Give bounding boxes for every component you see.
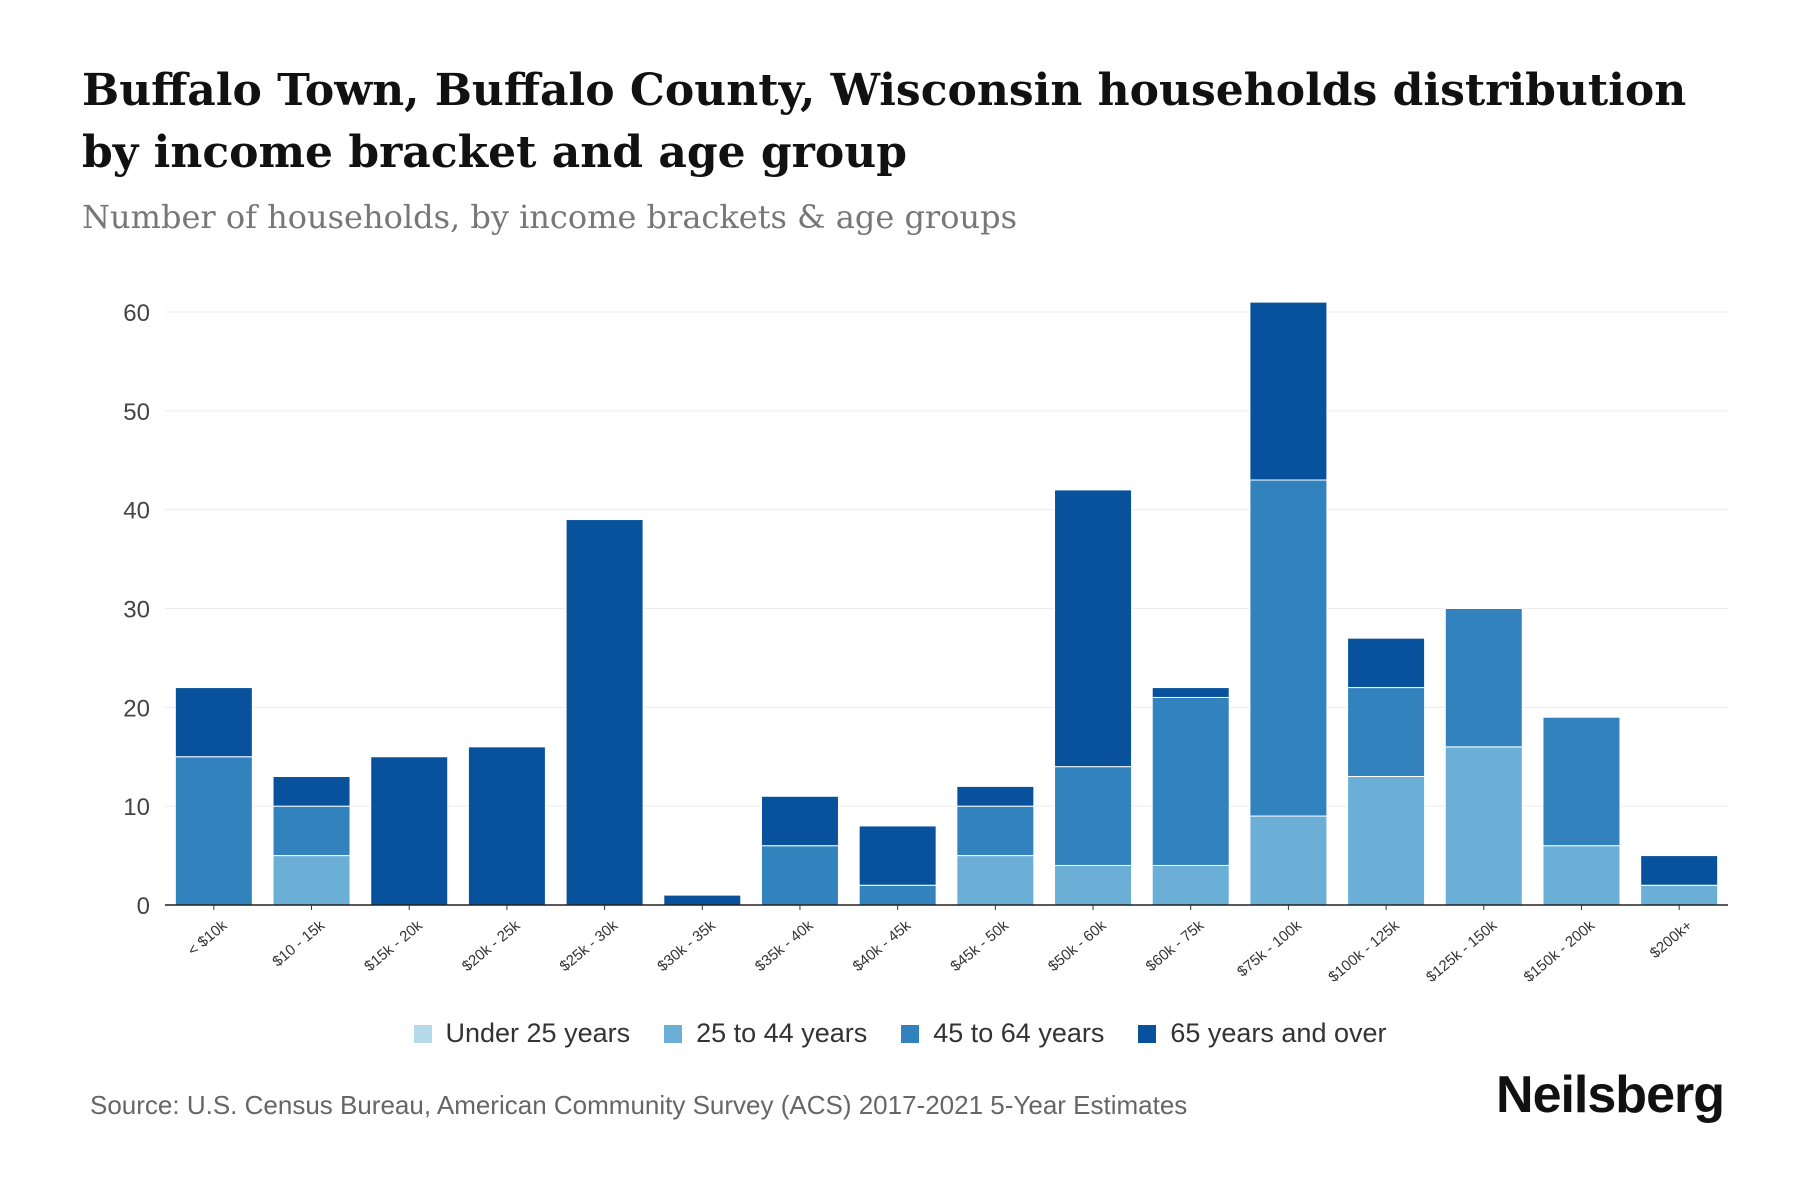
bar-segment: [1151, 687, 1230, 698]
y-tick-label: 20: [123, 695, 150, 722]
bar-segment: [1347, 637, 1426, 689]
bar-segment: [1444, 608, 1523, 748]
x-tick-label: $40k - 45k: [850, 917, 915, 975]
bar-segment: [1347, 687, 1426, 778]
bar-segment: [956, 785, 1035, 807]
x-tick-label: $45k - 50k: [947, 917, 1012, 975]
bar-segment: [272, 805, 351, 857]
bar-segment: [1151, 864, 1230, 906]
legend-swatch: [901, 1024, 920, 1043]
y-tick-label: 0: [137, 893, 150, 920]
bar-segment: [956, 855, 1035, 906]
bar-segment: [663, 894, 742, 906]
bar-segment: [174, 687, 253, 758]
legend-item: 45 to 64 years: [901, 1018, 1104, 1049]
bar-segment: [370, 756, 449, 906]
bar-segment: [467, 746, 546, 906]
bar-segment: [272, 855, 351, 906]
y-tick-label: 60: [123, 300, 150, 327]
x-tick-label: $25k - 30k: [557, 917, 622, 975]
bar-segment: [1151, 696, 1230, 866]
x-tick-label: $200k+: [1647, 917, 1696, 962]
legend-item: 65 years and over: [1138, 1018, 1387, 1049]
bar-segment: [1542, 716, 1621, 847]
legend-swatch: [1138, 1024, 1157, 1043]
x-tick-label: $20k - 25k: [459, 917, 524, 975]
bar-segment: [174, 756, 253, 906]
x-tick-label: $75k - 100k: [1234, 917, 1305, 981]
legend-swatch: [664, 1024, 683, 1043]
x-tick-label: $100k - 125k: [1325, 917, 1403, 986]
x-tick-label: < $10k: [185, 917, 231, 960]
y-tick-label: 40: [123, 498, 150, 525]
bar-segment: [1640, 884, 1719, 906]
x-tick-label: $35k - 40k: [752, 917, 817, 975]
x-tick-label: $150k - 200k: [1521, 917, 1599, 986]
bar-segment: [1542, 845, 1621, 906]
legend-label: 65 years and over: [1170, 1018, 1387, 1048]
x-tick-label: $125k - 150k: [1423, 917, 1501, 986]
y-tick-label: 50: [123, 399, 150, 426]
bar-segment: [1249, 301, 1328, 481]
bar-segment: [858, 825, 937, 886]
chart-subtitle: Number of households, by income brackets…: [82, 198, 1017, 236]
bar-segment: [272, 776, 351, 807]
bar-segment: [1347, 776, 1426, 906]
bar-segment: [1054, 864, 1133, 906]
legend-label: Under 25 years: [445, 1018, 631, 1048]
legend-swatch: [413, 1024, 432, 1043]
bar-segment: [1249, 815, 1328, 906]
brand-logo: Neilsberg: [1496, 1066, 1725, 1124]
bar-segment: [1249, 479, 1328, 817]
bar-segment: [1054, 766, 1133, 866]
chart-title: Buffalo Town, Buffalo County, Wisconsin …: [82, 65, 1687, 178]
y-tick-label: 10: [123, 794, 150, 821]
legend-label: 25 to 44 years: [696, 1018, 868, 1048]
bar-segment: [1444, 746, 1523, 906]
x-tick-label: $30k - 35k: [654, 917, 719, 975]
bar-segment: [565, 519, 644, 906]
legend: Under 25 years 25 to 44 years 45 to 64 yea…: [0, 1018, 1800, 1049]
x-tick-label: $10 - 15k: [269, 917, 328, 971]
bar-segment: [956, 805, 1035, 857]
y-tick-label: 30: [123, 597, 150, 624]
legend-item: 25 to 44 years: [664, 1018, 867, 1049]
bar-segment: [760, 845, 839, 906]
source-note: Source: U.S. Census Bureau, American Com…: [90, 1090, 1188, 1120]
bar-segment: [1640, 855, 1719, 886]
bar-segment: [760, 795, 839, 847]
stacked-bar-chart: 0 10 20 30 40 50 60 < $10k $10 - 15k $15k - 20k $2…: [123, 300, 1728, 986]
legend-label: 45 to 64 years: [933, 1018, 1105, 1048]
x-tick-label: $50k - 60k: [1045, 917, 1110, 975]
bar-segment: [1054, 489, 1133, 768]
bar-segment: [858, 884, 937, 906]
x-tick-label: $60k - 75k: [1143, 917, 1208, 975]
x-tick-label: $15k - 20k: [361, 917, 426, 975]
legend-item: Under 25 years: [413, 1018, 631, 1049]
